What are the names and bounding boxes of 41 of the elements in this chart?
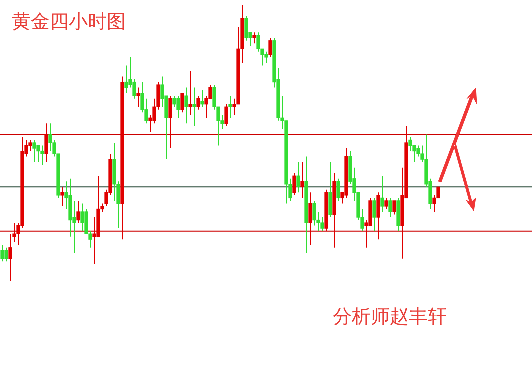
candlestick <box>372 198 376 232</box>
candlestick <box>300 162 304 199</box>
candlestick <box>296 162 300 194</box>
candlestick <box>136 87 140 108</box>
candlestick <box>8 234 12 282</box>
candlestick <box>0 244 4 262</box>
candlestick <box>168 96 172 150</box>
candlestick <box>264 51 268 64</box>
candlestick <box>392 200 396 216</box>
candlestick <box>192 87 196 127</box>
text: 分析师赵丰轩 <box>333 305 447 330</box>
candlestick <box>4 247 8 262</box>
candlestick <box>32 140 36 163</box>
candlestick <box>76 200 80 224</box>
candlestick <box>256 32 260 52</box>
candlestick <box>292 172 296 196</box>
candlestick <box>252 32 256 44</box>
candlestick <box>200 90 204 108</box>
candlestick <box>60 186 64 207</box>
candlestick <box>184 87 188 124</box>
candlestick <box>328 162 332 218</box>
candlestick <box>172 96 176 108</box>
candlestick <box>308 192 312 246</box>
candlestick <box>380 176 384 212</box>
candlestick <box>228 96 232 119</box>
candlestick <box>196 96 200 110</box>
candlestick <box>80 203 84 232</box>
chart-title: 黄金四小时图 <box>12 10 126 35</box>
candlestick <box>268 38 272 58</box>
candlestick <box>44 123 48 163</box>
candlestick <box>384 198 388 210</box>
candlestick <box>244 16 248 42</box>
candlestick <box>176 96 180 119</box>
candlestick <box>40 145 44 166</box>
candlestick <box>336 178 340 202</box>
candlestick <box>388 198 392 218</box>
candlestick <box>224 104 228 127</box>
candlestick <box>376 192 380 240</box>
candlestick <box>188 70 192 116</box>
candlestick <box>180 92 184 114</box>
candlestick <box>408 136 412 152</box>
